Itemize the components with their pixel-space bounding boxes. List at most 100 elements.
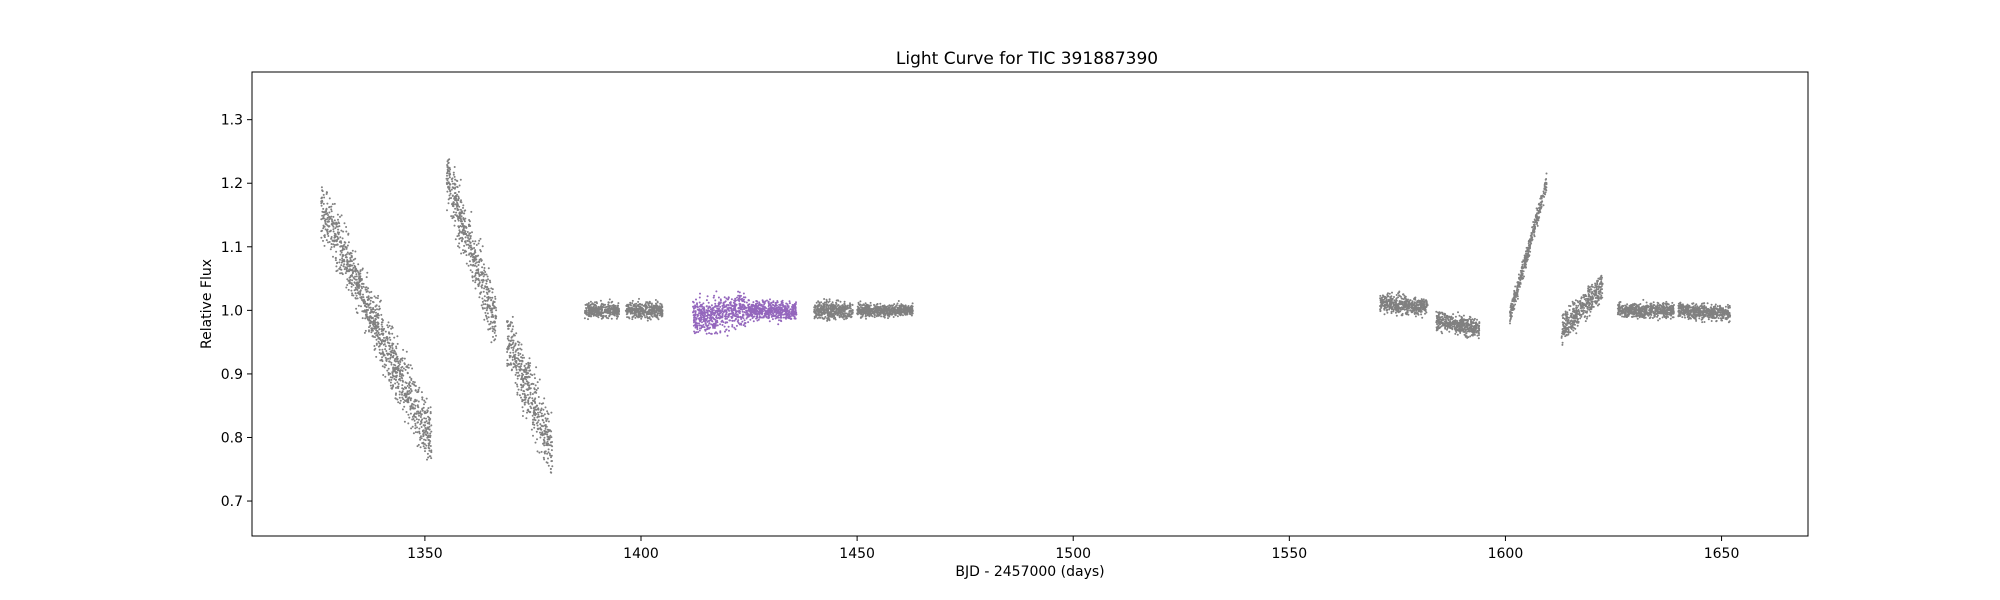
data-point: [1414, 311, 1417, 314]
data-point: [1402, 293, 1405, 296]
data-point: [478, 239, 481, 242]
data-point: [618, 310, 621, 312]
data-point: [465, 254, 468, 257]
data-point: [355, 273, 358, 276]
data-point: [816, 308, 819, 311]
data-point: [327, 214, 329, 216]
data-point: [539, 431, 541, 434]
data-point: [362, 285, 365, 288]
data-point: [1379, 297, 1382, 300]
data-point: [384, 345, 387, 348]
data-point: [395, 374, 398, 377]
data-point: [329, 229, 332, 232]
data-point: [428, 443, 431, 446]
data-point: [457, 195, 460, 198]
data-point: [1509, 320, 1511, 322]
data-point: [520, 396, 522, 399]
data-point: [1527, 242, 1530, 245]
data-point: [877, 314, 880, 317]
data-point: [1514, 303, 1517, 306]
data-point: [343, 258, 345, 261]
data-point: [369, 315, 372, 318]
data-point: [429, 412, 432, 415]
data-point: [1391, 291, 1393, 294]
data-point: [495, 315, 498, 318]
data-point: [830, 305, 833, 308]
data-point: [401, 357, 404, 360]
data-point: [512, 349, 515, 351]
data-point: [1442, 317, 1444, 320]
data-point: [409, 385, 412, 388]
data-point: [547, 435, 550, 438]
data-point: [367, 287, 370, 290]
data-point: [1420, 305, 1423, 308]
data-point: [534, 397, 537, 400]
data-point: [401, 393, 403, 396]
data-point: [453, 166, 456, 168]
data-point: [417, 418, 420, 421]
data-point: [543, 397, 546, 400]
data-point: [906, 313, 909, 316]
data-point: [536, 450, 539, 453]
data-point: [1441, 311, 1444, 314]
data-point: [1411, 301, 1414, 304]
data-point: [487, 298, 490, 301]
data-point: [370, 327, 373, 330]
data-point: [832, 310, 835, 313]
data-point: [531, 374, 534, 377]
data-point: [1454, 327, 1457, 330]
data-point: [1445, 320, 1448, 323]
data-point: [550, 454, 553, 457]
data-point: [520, 389, 523, 391]
data-point: [1545, 172, 1548, 175]
data-point: [346, 278, 349, 281]
data-point: [1438, 321, 1441, 324]
data-point: [343, 263, 346, 266]
data-point: [1458, 322, 1461, 325]
data-point: [890, 307, 893, 310]
data-point: [350, 252, 353, 255]
data-point: [597, 305, 600, 308]
data-point: [321, 196, 323, 199]
data-point: [859, 310, 862, 313]
data-point: [894, 305, 897, 308]
data-point: [816, 307, 819, 310]
data-point: [911, 307, 914, 310]
data-point: [1409, 299, 1412, 302]
data-point: [610, 317, 613, 320]
light-curve-segment: [378, 299, 433, 461]
data-point: [479, 274, 482, 276]
data-point: [645, 305, 648, 308]
data-point: [813, 315, 816, 318]
data-point: [599, 299, 602, 302]
light-curve-segment: [856, 300, 914, 320]
data-point: [517, 388, 520, 391]
data-point: [1458, 319, 1461, 322]
data-point: [1425, 306, 1428, 308]
data-point: [395, 386, 397, 389]
data-point: [541, 418, 544, 421]
data-point: [452, 171, 455, 174]
data-point: [489, 305, 491, 308]
data-point: [410, 389, 413, 392]
data-point: [537, 408, 540, 411]
data-point: [523, 401, 526, 404]
data-point: [635, 315, 638, 318]
data-point: [515, 366, 518, 369]
data-point: [846, 304, 849, 307]
data-point: [1436, 314, 1438, 317]
data-point: [383, 366, 386, 369]
data-point: [485, 288, 488, 291]
data-point: [427, 415, 430, 418]
data-point: [346, 259, 349, 261]
data-point: [448, 167, 451, 170]
data-point: [462, 206, 464, 209]
data-point: [428, 425, 431, 428]
data-point: [1423, 301, 1426, 304]
data-point: [1414, 315, 1417, 318]
data-point: [449, 189, 452, 192]
data-point: [635, 308, 638, 311]
data-point: [1458, 314, 1461, 317]
data-point: [377, 323, 379, 326]
data-point: [631, 318, 634, 321]
